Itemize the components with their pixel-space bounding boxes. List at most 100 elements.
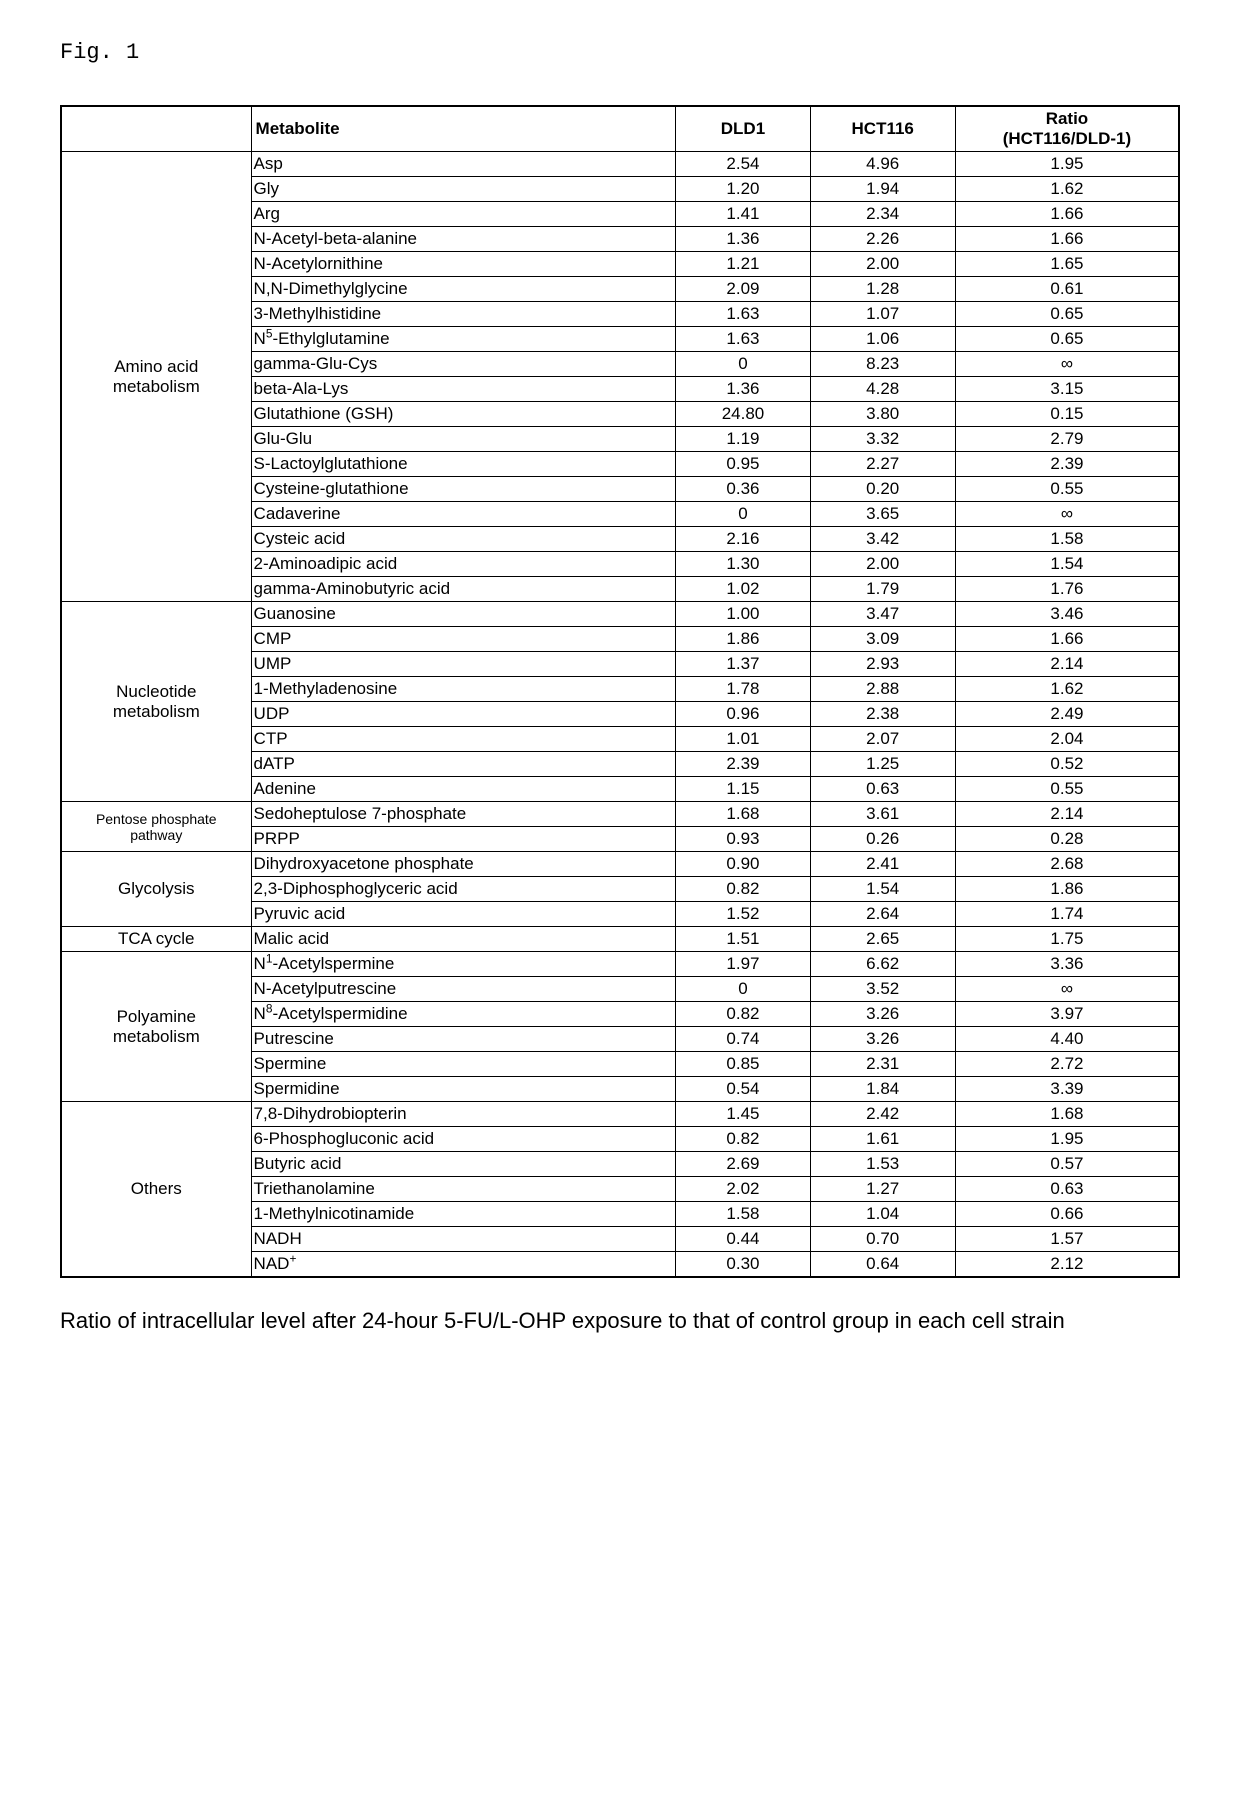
dld1-value: 1.45: [676, 1102, 810, 1127]
ratio-value: 1.68: [955, 1102, 1179, 1127]
ratio-value: 2.14: [955, 802, 1179, 827]
ratio-value: ∞: [955, 977, 1179, 1002]
ratio-value: 0.15: [955, 402, 1179, 427]
header-metabolite: Metabolite: [251, 106, 676, 152]
hct116-value: 2.00: [810, 252, 955, 277]
ratio-value: ∞: [955, 502, 1179, 527]
dld1-value: 0.93: [676, 827, 810, 852]
metabolite-name: Pyruvic acid: [251, 902, 676, 927]
dld1-value: 2.02: [676, 1177, 810, 1202]
ratio-value: 0.66: [955, 1202, 1179, 1227]
dld1-value: 1.00: [676, 602, 810, 627]
dld1-value: 1.19: [676, 427, 810, 452]
dld1-value: 1.63: [676, 327, 810, 352]
dld1-value: 1.86: [676, 627, 810, 652]
category-cell: Polyaminemetabolism: [61, 952, 251, 1102]
ratio-value: 0.65: [955, 302, 1179, 327]
dld1-value: 1.63: [676, 302, 810, 327]
metabolite-name: Gly: [251, 177, 676, 202]
ratio-value: 3.36: [955, 952, 1179, 977]
metabolite-name: N,N-Dimethylglycine: [251, 277, 676, 302]
hct116-value: 1.28: [810, 277, 955, 302]
metabolite-name: 2,3-Diphosphoglyceric acid: [251, 877, 676, 902]
header-dld1: DLD1: [676, 106, 810, 152]
ratio-value: 1.66: [955, 202, 1179, 227]
metabolite-name: beta-Ala-Lys: [251, 377, 676, 402]
metabolite-name: Guanosine: [251, 602, 676, 627]
dld1-value: 0.95: [676, 452, 810, 477]
metabolite-name: Spermidine: [251, 1077, 676, 1102]
ratio-value: 1.65: [955, 252, 1179, 277]
dld1-value: 0.85: [676, 1052, 810, 1077]
metabolite-name: 6-Phosphogluconic acid: [251, 1127, 676, 1152]
metabolite-name: Cadaverine: [251, 502, 676, 527]
metabolite-name: Malic acid: [251, 927, 676, 952]
hct116-value: 0.20: [810, 477, 955, 502]
hct116-value: 0.70: [810, 1227, 955, 1252]
hct116-value: 2.07: [810, 727, 955, 752]
metabolite-name: S-Lactoylglutathione: [251, 452, 676, 477]
metabolite-name: 1-Methyladenosine: [251, 677, 676, 702]
ratio-value: 3.46: [955, 602, 1179, 627]
ratio-value: 2.79: [955, 427, 1179, 452]
dld1-value: 1.41: [676, 202, 810, 227]
table-row: Pentose phosphatepathwaySedoheptulose 7-…: [61, 802, 1179, 827]
metabolite-name: Glu-Glu: [251, 427, 676, 452]
hct116-value: 3.52: [810, 977, 955, 1002]
hct116-value: 3.26: [810, 1027, 955, 1052]
hct116-value: 2.64: [810, 902, 955, 927]
ratio-value: 1.66: [955, 227, 1179, 252]
dld1-value: 2.39: [676, 752, 810, 777]
ratio-value: 0.57: [955, 1152, 1179, 1177]
dld1-value: 0: [676, 352, 810, 377]
metabolite-name: Dihydroxyacetone phosphate: [251, 852, 676, 877]
hct116-value: 3.80: [810, 402, 955, 427]
ratio-value: 2.68: [955, 852, 1179, 877]
hct116-value: 4.96: [810, 152, 955, 177]
hct116-value: 1.61: [810, 1127, 955, 1152]
ratio-value: 2.04: [955, 727, 1179, 752]
ratio-value: 2.39: [955, 452, 1179, 477]
dld1-value: 2.09: [676, 277, 810, 302]
metabolite-name: PRPP: [251, 827, 676, 852]
hct116-value: 0.63: [810, 777, 955, 802]
ratio-value: 1.62: [955, 177, 1179, 202]
metabolite-name: 3-Methylhistidine: [251, 302, 676, 327]
dld1-value: 0.90: [676, 852, 810, 877]
hct116-value: 2.65: [810, 927, 955, 952]
metabolite-table: Metabolite DLD1 HCT116 Ratio (HCT116/DLD…: [60, 105, 1180, 1278]
dld1-value: 0.36: [676, 477, 810, 502]
ratio-value: 3.15: [955, 377, 1179, 402]
ratio-value: 1.76: [955, 577, 1179, 602]
metabolite-name: NADH: [251, 1227, 676, 1252]
metabolite-name: Asp: [251, 152, 676, 177]
category-cell: Glycolysis: [61, 852, 251, 927]
header-ratio: Ratio (HCT116/DLD-1): [955, 106, 1179, 152]
hct116-value: 2.38: [810, 702, 955, 727]
dld1-value: 0: [676, 502, 810, 527]
hct116-value: 2.42: [810, 1102, 955, 1127]
hct116-value: 3.65: [810, 502, 955, 527]
hct116-value: 1.79: [810, 577, 955, 602]
ratio-value: 1.74: [955, 902, 1179, 927]
dld1-value: 1.68: [676, 802, 810, 827]
hct116-value: 1.04: [810, 1202, 955, 1227]
metabolite-name: gamma-Glu-Cys: [251, 352, 676, 377]
metabolite-name: Putrescine: [251, 1027, 676, 1052]
metabolite-name: N-Acetylornithine: [251, 252, 676, 277]
ratio-value: 0.52: [955, 752, 1179, 777]
hct116-value: 1.94: [810, 177, 955, 202]
metabolite-name: 7,8-Dihydrobiopterin: [251, 1102, 676, 1127]
table-row: GlycolysisDihydroxyacetone phosphate0.90…: [61, 852, 1179, 877]
hct116-value: 1.53: [810, 1152, 955, 1177]
hct116-value: 2.00: [810, 552, 955, 577]
metabolite-name: dATP: [251, 752, 676, 777]
metabolite-name: N-Acetyl-beta-alanine: [251, 227, 676, 252]
hct116-value: 3.47: [810, 602, 955, 627]
ratio-value: ∞: [955, 352, 1179, 377]
dld1-value: 24.80: [676, 402, 810, 427]
category-cell: TCA cycle: [61, 927, 251, 952]
ratio-value: 0.55: [955, 477, 1179, 502]
dld1-value: 1.97: [676, 952, 810, 977]
header-row: Metabolite DLD1 HCT116 Ratio (HCT116/DLD…: [61, 106, 1179, 152]
